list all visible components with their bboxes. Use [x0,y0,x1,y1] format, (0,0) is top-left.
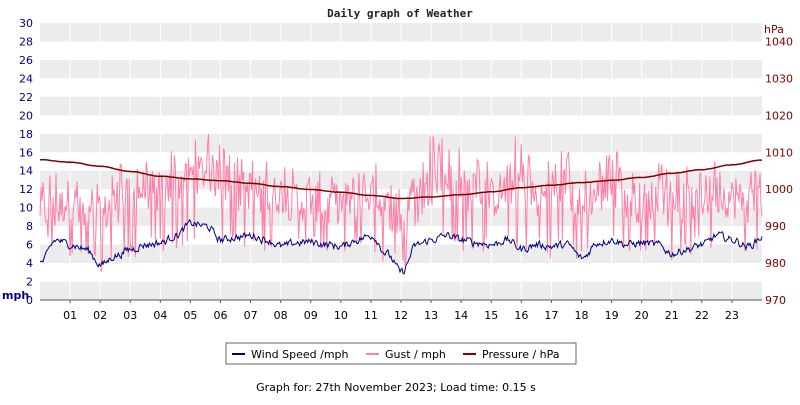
x-tick-label: 06 [214,309,228,322]
x-tick-label: 21 [665,309,679,322]
x-tick-label: 13 [424,309,438,322]
left-tick-label: 14 [19,165,33,178]
chart-title: Daily graph of Weather [327,7,473,20]
footer-text: Graph for: 27th November 2023; Load time… [256,381,536,394]
legend: Wind Speed /mph Gust / mph Pressure / hP… [225,342,577,365]
x-tick-label: 16 [514,309,528,322]
left-tick-label: 28 [19,35,33,48]
right-tick-label: 1020 [765,109,793,122]
left-tick-label: 10 [19,202,33,215]
right-tick-label: 1030 [765,72,793,85]
left-tick-label: 12 [19,183,33,196]
left-tick-label: 20 [19,109,33,122]
x-tick-label: 19 [605,309,619,322]
left-tick-label: 18 [19,128,33,141]
left-axis-unit: mph [2,289,29,302]
left-tick-label: 16 [19,146,33,159]
left-tick-label: 30 [19,17,33,30]
x-tick-label: 04 [153,309,167,322]
series-layer [39,133,763,275]
x-tick-label: 22 [695,309,709,322]
left-tick-label: 26 [19,54,33,67]
x-tick-label: 14 [454,309,468,322]
series-pressure-line [39,158,762,200]
x-tick-label: 17 [544,309,558,322]
x-tick-label: 18 [575,309,589,322]
legend-label-pressure: Pressure / hPa [482,348,560,361]
right-tick-label: 980 [765,257,786,270]
x-tick-label: 02 [93,309,107,322]
x-tick-label: 11 [364,309,378,322]
left-tick-label: 24 [19,72,33,85]
right-tick-label: 970 [765,294,786,307]
x-tick-label: 09 [304,309,318,322]
right-axis-unit: hPa [764,23,784,36]
left-tick-label: 22 [19,91,33,104]
left-tick-label: 8 [26,220,33,233]
left-tick-label: 4 [26,257,33,270]
x-tick-label: 15 [484,309,498,322]
legend-label-wind: Wind Speed /mph [251,348,349,361]
x-tick-label: 23 [725,309,739,322]
legend-box [225,342,577,365]
legend-label-gust: Gust / mph [385,348,446,361]
x-tick-label: 20 [635,309,649,322]
x-tick-label: 12 [394,309,408,322]
right-tick-label: 990 [765,220,786,233]
left-tick-label: 2 [26,276,33,289]
right-axis-ticks: 970 980 990 1000 1010 1020 1030 1040 [765,35,793,307]
x-tick-label: 03 [123,309,137,322]
right-tick-label: 1010 [765,146,793,159]
series-wind-line [39,219,763,275]
left-tick-label: 0 [26,294,33,307]
x-tick-label: 10 [334,309,348,322]
left-tick-label: 6 [26,239,33,252]
series-gust-line [39,133,763,273]
x-tick-label: 01 [63,309,77,322]
right-tick-label: 1040 [765,35,793,48]
x-tick-label: 05 [183,309,197,322]
right-tick-label: 1000 [765,183,793,196]
x-axis-ticks: 01 02 03 04 05 06 07 08 09 10 11 12 13 14 15 16 17 18 19 20… [63,300,739,322]
x-tick-label: 07 [244,309,258,322]
x-tick-label: 08 [274,309,288,322]
